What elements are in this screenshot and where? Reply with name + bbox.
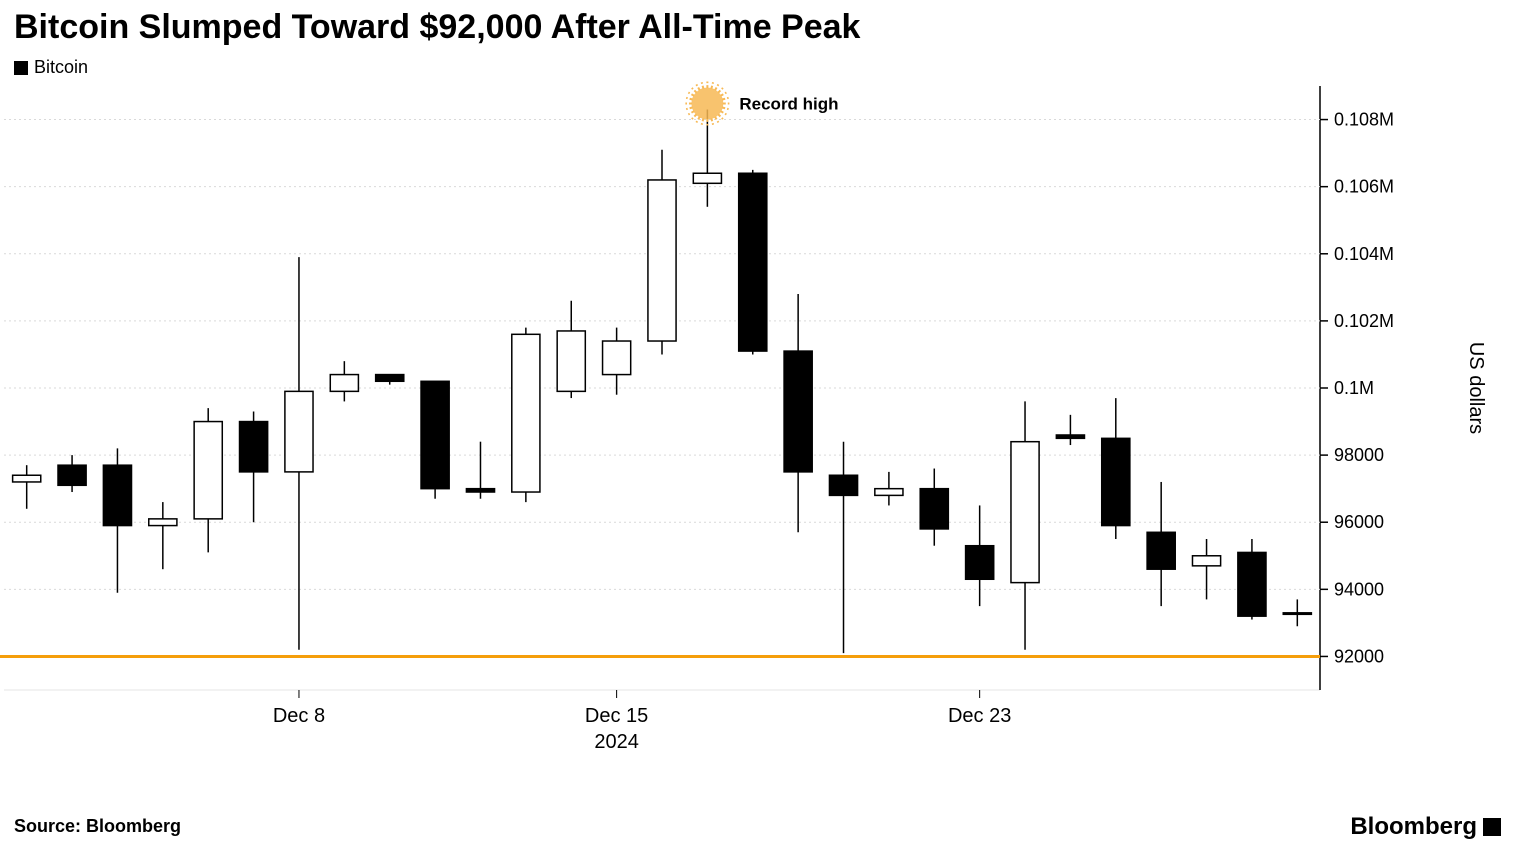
- svg-text:0.104M: 0.104M: [1334, 244, 1394, 264]
- svg-text:0.102M: 0.102M: [1334, 311, 1394, 331]
- svg-text:0.1M: 0.1M: [1334, 378, 1374, 398]
- svg-text:US dollars: US dollars: [1465, 342, 1487, 434]
- svg-text:Record high: Record high: [739, 94, 838, 113]
- svg-text:0.106M: 0.106M: [1334, 177, 1394, 197]
- brand-icon: [1483, 818, 1501, 836]
- chart-area: 92000 94000 96000 98000 0.1M 0.102M 0.104M 0.10…: [0, 80, 1515, 780]
- svg-text:2024: 2024: [594, 731, 639, 753]
- chart-title: Bitcoin Slumped Toward $92,000 After All…: [0, 0, 1515, 51]
- svg-text:Dec 23: Dec 23: [948, 705, 1011, 727]
- svg-text:Dec 8: Dec 8: [273, 705, 325, 727]
- candlestick-chart: 92000 94000 96000 98000 0.1M 0.102M 0.104M 0.10…: [0, 80, 1515, 780]
- source-text: Source: Bloomberg: [14, 816, 181, 837]
- brand-logo: Bloomberg: [1350, 813, 1501, 841]
- legend: Bitcoin: [0, 51, 1515, 80]
- svg-text:92000: 92000: [1334, 646, 1384, 666]
- svg-text:0.108M: 0.108M: [1334, 110, 1394, 130]
- brand-text: Bloomberg: [1350, 813, 1477, 841]
- svg-text:94000: 94000: [1334, 579, 1384, 599]
- svg-text:98000: 98000: [1334, 445, 1384, 465]
- legend-label: Bitcoin: [34, 57, 88, 78]
- svg-text:Dec 15: Dec 15: [585, 705, 648, 727]
- svg-text:96000: 96000: [1334, 512, 1384, 532]
- legend-swatch: [14, 61, 28, 75]
